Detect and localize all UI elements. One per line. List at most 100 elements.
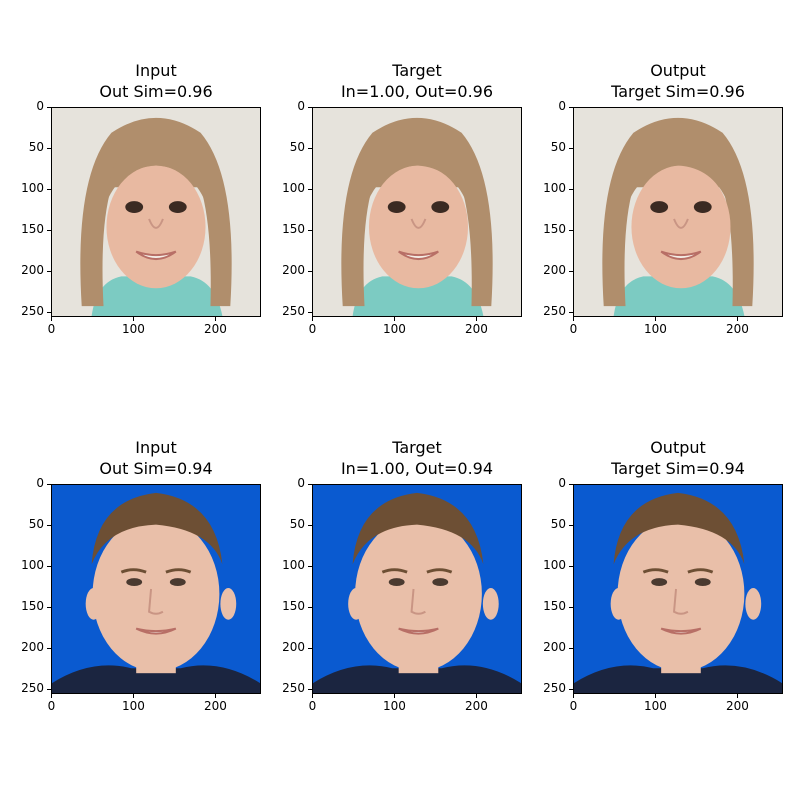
y-tick-label: 0	[297, 99, 305, 114]
x-tick-label: 200	[465, 699, 488, 713]
x-tick-mark	[312, 694, 314, 698]
x-tick-mark	[573, 694, 575, 698]
x-tick-mark	[394, 317, 396, 321]
y-tick-label: 100	[282, 558, 305, 573]
x-tick-label: 0	[47, 322, 56, 336]
x-tick-label: 200	[726, 322, 749, 336]
y-tick-mark	[569, 525, 573, 527]
y-tick-mark	[308, 689, 312, 691]
y-tick-mark	[308, 107, 312, 109]
y-tick-label: 50	[550, 517, 566, 532]
y-tick-mark	[569, 189, 573, 191]
x-tick-mark	[476, 317, 478, 321]
panel-title-line1: Target	[392, 438, 442, 457]
x-tick-mark	[476, 694, 478, 698]
y-tick-mark	[47, 271, 51, 273]
panel-title-input: Input Out Sim=0.94	[46, 437, 266, 479]
x-tick-label: 100	[643, 699, 667, 713]
y-tick-label: 150	[21, 599, 44, 614]
y-tick-mark	[308, 230, 312, 232]
y-tick-label: 100	[21, 558, 44, 573]
x-tick-mark	[655, 694, 657, 698]
panel-title-line1: Input	[135, 438, 177, 457]
x-tick-label: 100	[382, 322, 406, 336]
x-tick-mark	[737, 317, 739, 321]
young-man-face-input-image	[51, 484, 261, 694]
y-tick-mark	[569, 607, 573, 609]
x-tick-mark	[215, 694, 217, 698]
y-tick-mark	[308, 271, 312, 273]
y-tick-label: 200	[282, 263, 305, 278]
panel-title-output: Output Target Sim=0.94	[568, 437, 788, 479]
panel-title-line1: Output	[650, 61, 706, 80]
y-tick-mark	[569, 271, 573, 273]
y-tick-label: 150	[543, 222, 566, 237]
y-tick-label: 50	[28, 517, 44, 532]
y-tick-label: 0	[36, 476, 44, 491]
panel-title-input: Input Out Sim=0.96	[46, 60, 266, 102]
y-tick-mark	[47, 148, 51, 150]
y-tick-label: 250	[282, 681, 305, 696]
y-tick-label: 200	[21, 263, 44, 278]
x-tick-mark	[737, 694, 739, 698]
x-tick-mark	[51, 317, 53, 321]
panel-title-line2: In=1.00, Out=0.94	[340, 459, 494, 478]
y-tick-mark	[308, 189, 312, 191]
y-tick-label: 100	[282, 181, 305, 196]
y-tick-mark	[308, 607, 312, 609]
panel-title-line2: Target Sim=0.94	[611, 459, 745, 478]
y-tick-mark	[47, 648, 51, 650]
y-tick-label: 250	[21, 304, 44, 319]
y-tick-mark	[47, 525, 51, 527]
y-tick-label: 0	[297, 476, 305, 491]
x-tick-mark	[133, 317, 135, 321]
x-tick-label: 100	[121, 322, 145, 336]
y-tick-mark	[308, 648, 312, 650]
panel-title-line2: In=1.00, Out=0.96	[340, 82, 494, 101]
x-tick-mark	[51, 694, 53, 698]
y-tick-label: 150	[543, 599, 566, 614]
y-tick-label: 0	[36, 99, 44, 114]
x-tick-mark	[312, 317, 314, 321]
y-tick-mark	[569, 230, 573, 232]
y-tick-mark	[47, 107, 51, 109]
panel-title-line2: Target Sim=0.96	[611, 82, 745, 101]
y-tick-label: 150	[21, 222, 44, 237]
x-tick-label: 200	[465, 322, 488, 336]
y-tick-mark	[47, 312, 51, 314]
x-tick-label: 0	[569, 699, 578, 713]
y-tick-mark	[569, 566, 573, 568]
x-tick-mark	[133, 694, 135, 698]
y-tick-mark	[47, 230, 51, 232]
y-tick-label: 250	[543, 681, 566, 696]
young-man-face-target-image	[312, 484, 522, 694]
x-tick-mark	[215, 317, 217, 321]
y-tick-mark	[47, 484, 51, 486]
x-tick-label: 200	[204, 699, 227, 713]
y-tick-label: 100	[543, 558, 566, 573]
y-tick-label: 100	[21, 181, 44, 196]
panel-title-output: Output Target Sim=0.96	[568, 60, 788, 102]
panel-title-target: Target In=1.00, Out=0.96	[307, 60, 527, 102]
y-tick-label: 100	[543, 181, 566, 196]
x-tick-label: 100	[382, 699, 406, 713]
y-tick-mark	[47, 607, 51, 609]
panel-title-line2: Out Sim=0.94	[99, 459, 213, 478]
x-tick-label: 0	[569, 322, 578, 336]
y-tick-mark	[569, 648, 573, 650]
y-tick-mark	[47, 689, 51, 691]
y-tick-label: 200	[21, 640, 44, 655]
y-tick-mark	[308, 312, 312, 314]
y-tick-label: 150	[282, 222, 305, 237]
y-tick-label: 250	[543, 304, 566, 319]
y-tick-mark	[569, 148, 573, 150]
young-man-face-output-image	[573, 484, 783, 694]
x-tick-mark	[573, 317, 575, 321]
y-tick-label: 0	[558, 99, 566, 114]
y-tick-mark	[47, 189, 51, 191]
x-tick-label: 200	[204, 322, 227, 336]
child-face-output-image	[573, 107, 783, 317]
x-tick-label: 100	[643, 322, 667, 336]
y-tick-label: 50	[28, 140, 44, 155]
